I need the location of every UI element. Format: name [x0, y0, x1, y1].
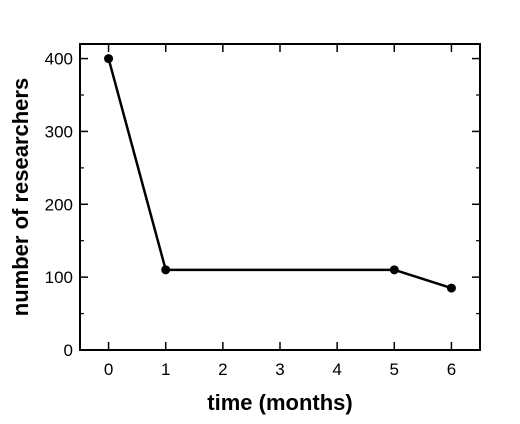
- data-series: [104, 54, 456, 293]
- data-point: [446, 283, 456, 293]
- data-point: [104, 54, 114, 64]
- y-tick-label: 400: [45, 50, 73, 69]
- plot-frame: [79, 43, 481, 351]
- series-line: [107, 58, 452, 290]
- x-tick-label: 3: [275, 360, 284, 379]
- x-tick-label: 0: [104, 360, 113, 379]
- x-tick-label: 5: [390, 360, 399, 379]
- x-tick-label: 6: [447, 360, 456, 379]
- y-tick-label: 200: [45, 195, 73, 214]
- axis-ticks: [80, 44, 480, 351]
- x-tick-label: 2: [218, 360, 227, 379]
- data-point: [389, 265, 399, 275]
- data-point: [161, 265, 171, 275]
- tick-labels: 0 1 2 3 4 5 6 0 100 200 300 400: [45, 50, 457, 379]
- y-axis-title: number of researchers: [8, 78, 33, 316]
- y-tick-label: 100: [45, 268, 73, 287]
- x-tick-label: 4: [332, 360, 341, 379]
- y-tick-label: 0: [64, 341, 73, 360]
- x-tick-label: 1: [161, 360, 170, 379]
- y-tick-label: 300: [45, 122, 73, 141]
- x-axis-title: time (months): [207, 390, 352, 415]
